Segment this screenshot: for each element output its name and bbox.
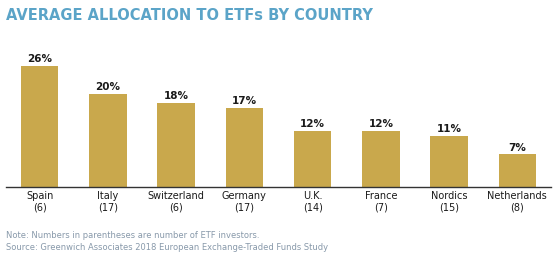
Bar — [499, 154, 536, 187]
Text: AVERAGE ALLOCATION TO ETFs BY COUNTRY: AVERAGE ALLOCATION TO ETFs BY COUNTRY — [6, 8, 373, 23]
Text: 17%: 17% — [232, 96, 257, 106]
Text: 20%: 20% — [95, 82, 120, 92]
Bar — [431, 136, 468, 187]
Text: Note: Numbers in parentheses are number of ETF investors.
Source: Greenwich Asso: Note: Numbers in parentheses are number … — [6, 231, 328, 252]
Text: 12%: 12% — [368, 119, 393, 129]
Text: 12%: 12% — [300, 119, 325, 129]
Bar — [226, 108, 263, 187]
Bar — [294, 131, 331, 187]
Bar — [21, 66, 58, 187]
Text: 11%: 11% — [437, 124, 462, 134]
Bar — [89, 94, 126, 187]
Bar — [158, 103, 195, 187]
Text: 7%: 7% — [509, 142, 526, 153]
Text: 18%: 18% — [164, 91, 189, 101]
Text: 26%: 26% — [27, 54, 52, 64]
Bar — [362, 131, 399, 187]
